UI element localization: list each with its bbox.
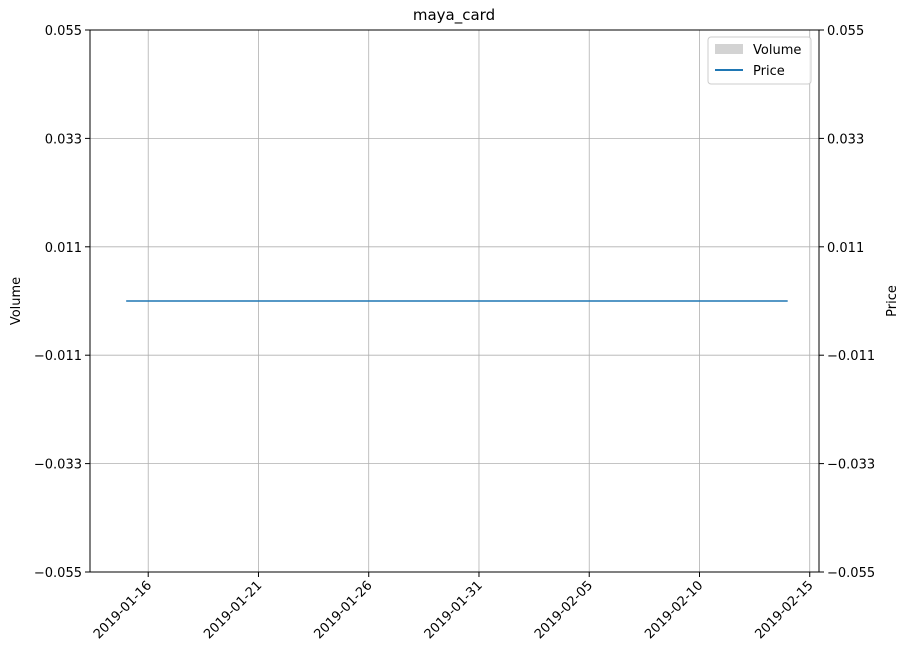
x-tick-label: 2019-02-05	[532, 578, 596, 642]
x-tick-label: 2019-01-16	[91, 578, 155, 642]
right-y-tick-label: −0.055	[827, 566, 875, 581]
left-y-axis-label: Volume	[9, 277, 24, 325]
x-tick-label: 2019-01-26	[312, 578, 376, 642]
legend-label-volume: Volume	[753, 43, 801, 58]
x-tick-label: 2019-01-31	[422, 578, 486, 642]
left-y-tick-label: −0.055	[34, 566, 82, 581]
x-tick-label: 2019-01-21	[201, 578, 265, 642]
legend-swatch-volume	[715, 44, 743, 54]
right-y-axis-label: Price	[885, 285, 900, 317]
right-y-tick-label: −0.033	[827, 458, 875, 473]
right-y-tick-label: −0.011	[827, 349, 875, 364]
x-tick-label: 2019-02-10	[642, 578, 706, 642]
chart-title: maya_card	[413, 6, 495, 25]
right-y-tick-label: 0.011	[827, 241, 864, 256]
right-y-tick-label: 0.055	[827, 24, 864, 39]
left-y-tick-label: 0.055	[45, 24, 82, 39]
legend-label-price: Price	[753, 64, 785, 79]
legend: Volume Price	[707, 36, 812, 85]
right-y-tick-label: 0.033	[827, 132, 864, 147]
x-axis: 2019-01-16 2019-01-21 2019-01-26 2019-01-31…	[91, 572, 817, 642]
left-y-tick-label: −0.011	[34, 349, 82, 364]
plot-frame	[89, 29, 820, 573]
right-y-axis: 0.055 0.033 0.011 −0.011 −0.033 −0.055	[819, 24, 875, 581]
left-y-tick-label: 0.011	[45, 241, 82, 256]
left-y-tick-label: 0.033	[45, 132, 82, 147]
left-y-axis: 0.055 0.033 0.011 −0.011 −0.033 −0.055	[34, 24, 90, 581]
x-tick-label: 2019-02-15	[753, 578, 817, 642]
left-y-tick-label: −0.033	[34, 458, 82, 473]
